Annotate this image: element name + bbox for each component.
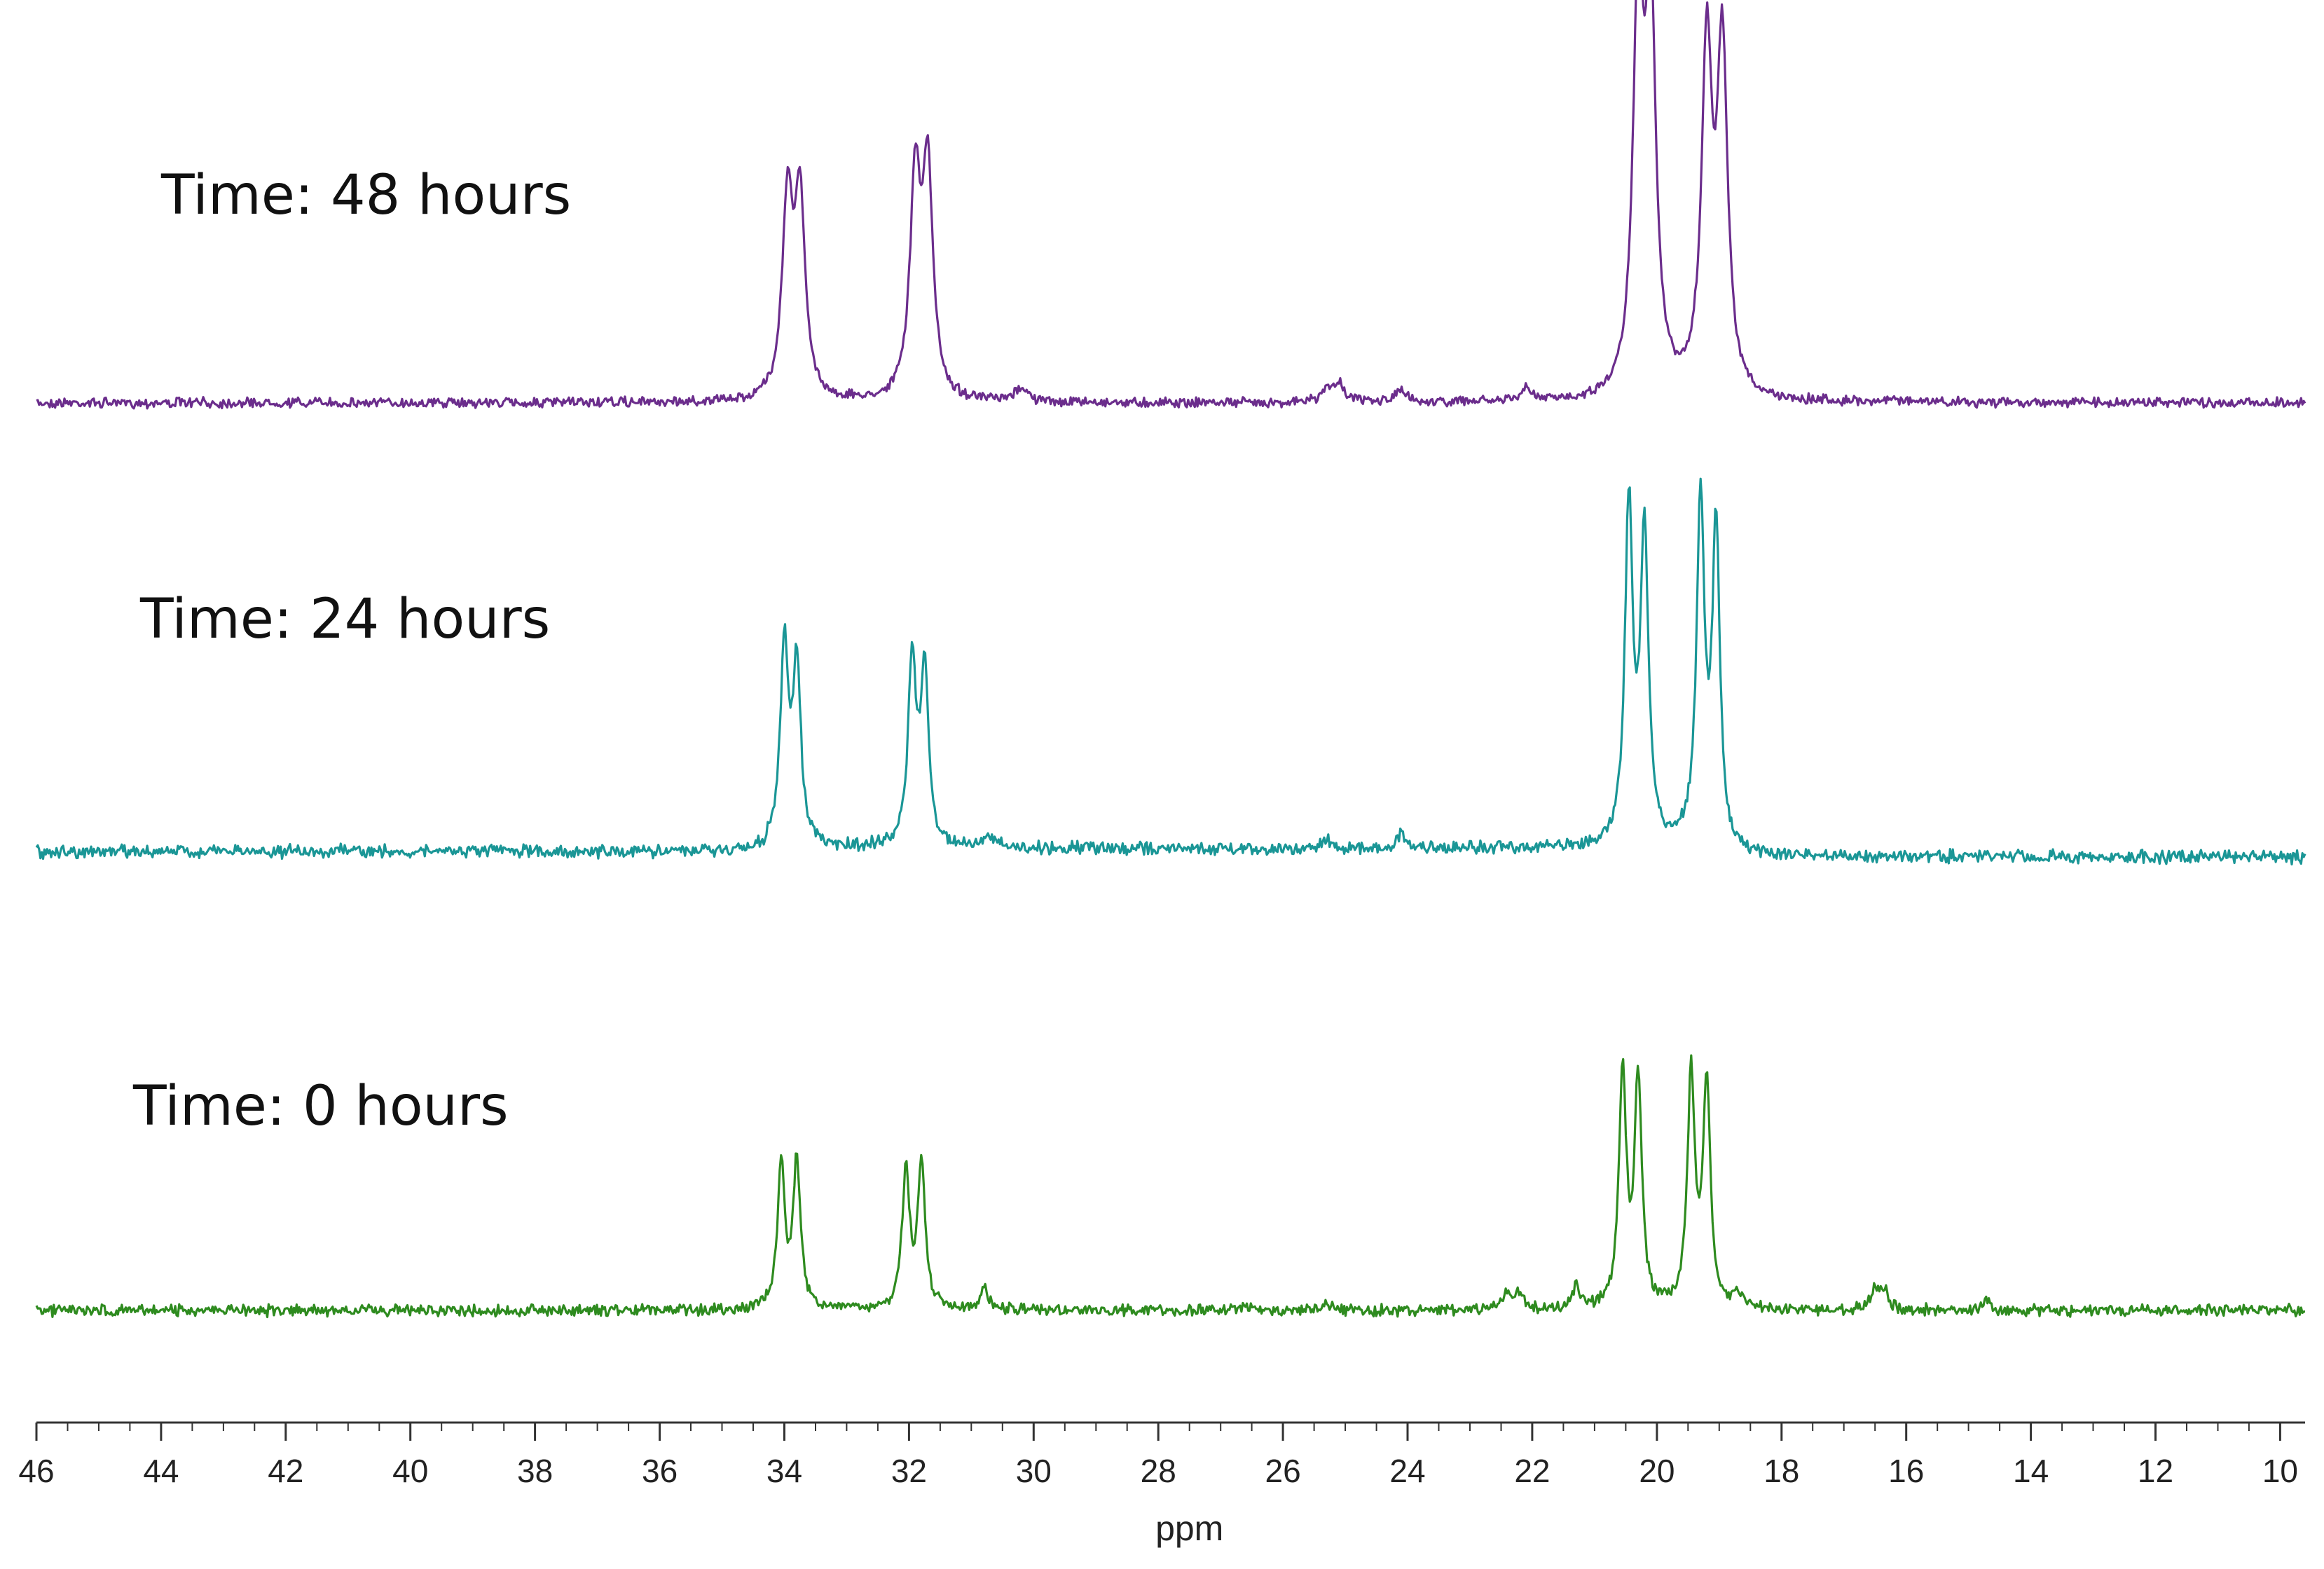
- x-tick-label: 38: [517, 1453, 553, 1489]
- x-tick-label: 22: [1514, 1453, 1550, 1489]
- x-tick-label: 18: [1763, 1453, 1799, 1489]
- trace-label-24-hours: Time: 24 hours: [139, 588, 550, 651]
- x-tick-label: 44: [143, 1453, 179, 1489]
- spectrum-trace-0: [36, 0, 2306, 410]
- x-tick-label: 30: [1016, 1453, 1052, 1489]
- x-tick-label: 42: [268, 1453, 303, 1489]
- x-tick-label: 20: [1639, 1453, 1675, 1489]
- x-tick-label: 34: [766, 1453, 802, 1489]
- x-tick-label: 28: [1141, 1453, 1176, 1489]
- x-tick-label: 16: [1888, 1453, 1924, 1489]
- x-tick-label: 14: [2013, 1453, 2049, 1489]
- x-tick-label: 10: [2262, 1453, 2298, 1489]
- x-tick-label: 12: [2138, 1453, 2173, 1489]
- x-tick-label: 24: [1389, 1453, 1425, 1489]
- x-axis: 46 44 42 40 38 36 34 32 30 28 26 24 22 20 18 16 14 12 10 p…: [18, 1421, 2305, 1548]
- x-tick-label: 46: [18, 1453, 54, 1489]
- spectrum-trace-1: [35, 477, 2306, 865]
- trace-label-0-hours: Time: 0 hours: [132, 1075, 509, 1138]
- x-axis-title: ppm: [1155, 1509, 1223, 1548]
- trace-label-48-hours: Time: 48 hours: [160, 164, 571, 227]
- x-tick-label: 32: [891, 1453, 927, 1489]
- trace-labels: Time: 48 hours Time: 24 hours Time: 0 ho…: [132, 164, 571, 1138]
- spectrum-traces: [35, 0, 2306, 1319]
- x-tick-label: 36: [642, 1453, 678, 1489]
- x-axis-ticks: 46 44 42 40 38 36 34 32 30 28 26 24 22 20 18 16 14 12 10: [18, 1423, 2298, 1489]
- x-tick-label: 40: [392, 1453, 428, 1489]
- spectrum-trace-2: [35, 1054, 2306, 1319]
- x-tick-label: 26: [1265, 1453, 1301, 1489]
